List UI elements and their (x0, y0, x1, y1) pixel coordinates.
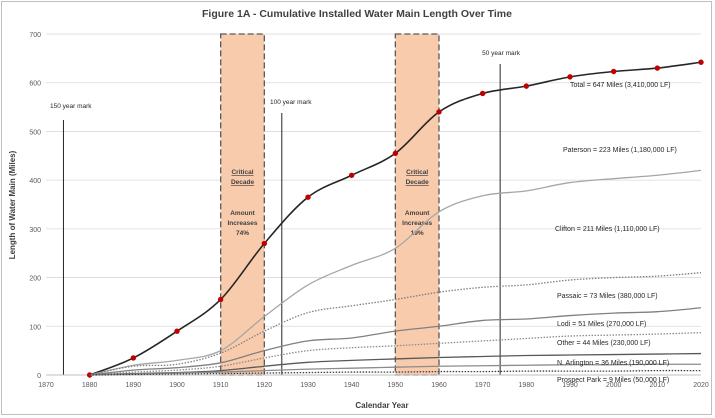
y-tick-label: 500 (29, 129, 41, 136)
data-point-marker (392, 150, 399, 157)
critical-decade-increase: Amount (405, 210, 430, 217)
data-point-marker (348, 172, 355, 178)
y-axis-label: Length of Water Main (Miles) (8, 150, 17, 259)
chart-title: Figure 1A - Cumulative Installed Water M… (202, 8, 512, 20)
critical-decade-heading: Critical (406, 169, 428, 176)
x-tick-label: 1870 (38, 382, 54, 389)
data-point-marker (698, 59, 704, 65)
data-point-marker (610, 68, 617, 75)
x-tick-label: 1930 (300, 382, 316, 389)
x-tick-label: 1970 (475, 382, 491, 389)
series-line-passaic (89, 307, 702, 376)
critical-decade-heading: Decade (406, 179, 430, 186)
x-tick-label: 1980 (519, 382, 535, 389)
data-point-marker (523, 83, 530, 89)
x-tick-label: 2010 (650, 382, 666, 389)
data-point-marker (479, 90, 486, 97)
series-line-prospect-park (89, 369, 702, 376)
series-labels: Total = 647 Miles (3,410,000 LF) Paterson… (555, 82, 677, 384)
y-tick-label: 200 (29, 276, 41, 283)
critical-decade-increase: 19% (411, 230, 424, 237)
data-point-marker (305, 194, 311, 200)
series-label: N. Arlington = 36 Miles (190,000 LF) (557, 360, 669, 367)
y-tick-label: 600 (29, 81, 41, 88)
y-tick-label: 700 (29, 32, 41, 39)
critical-decade-increase: 74% (236, 230, 249, 237)
axes: 0 100 200 300 400 500 600 700 1870 1880 1890 1900 19… (29, 32, 709, 389)
x-tick-label: 1890 (126, 382, 142, 389)
series-line-n-arlington (89, 363, 702, 376)
critical-decade-heading: Decade (231, 179, 255, 186)
series-line-clifton (89, 272, 702, 376)
data-point-marker (567, 74, 573, 80)
x-tick-label: 2020 (693, 382, 709, 389)
series-label: Total = 647 Miles (3,410,000 LF) (570, 82, 671, 89)
critical-decade-box (220, 33, 265, 376)
x-tick-label: 1990 (562, 382, 578, 389)
y-tick-label: 400 (29, 178, 41, 185)
x-tick-label: 1960 (431, 382, 447, 389)
critical-decade-increase: Amount (230, 210, 255, 217)
year-mark-label: 50 year mark (482, 50, 521, 57)
series-line-paterson (89, 169, 702, 376)
series-label: Paterson = 223 Miles (1,180,000 LF) (563, 147, 677, 154)
series-label: Other = 44 Miles (230,000 LF) (557, 340, 651, 347)
data-point-marker (217, 296, 224, 303)
series-label: Prospect Park = 9 Miles (50,000 LF) (557, 377, 669, 384)
critical-decade-heading: Critical (231, 169, 253, 176)
y-tick-label: 300 (29, 227, 41, 234)
data-point-marker (654, 65, 661, 71)
x-tick-label: 1920 (257, 382, 273, 389)
data-point-marker (436, 109, 442, 115)
x-tick-label: 1880 (82, 382, 98, 389)
series-label: Lodi = 51 Miles (270,000 LF) (557, 321, 646, 328)
year-mark-label: 150 year mark (50, 103, 92, 110)
x-tick-label: 1940 (344, 382, 360, 389)
data-point-marker (261, 240, 268, 247)
series-line-lodi (89, 331, 702, 376)
data-point-marker (130, 355, 137, 361)
x-tick-label: 1950 (388, 382, 404, 389)
critical-decade-increase: Increases (228, 220, 258, 227)
x-tick-label: 1910 (213, 382, 229, 389)
year-marks: 150 year mark 100 year mark 50 year mark (50, 50, 521, 375)
y-tick-label: 0 (37, 373, 41, 380)
x-tick-label: 1900 (169, 382, 185, 389)
x-tick-label: 2000 (606, 382, 622, 389)
series-label: Passaic = 73 Miles (380,000 LF) (557, 293, 658, 300)
critical-decade-increase: Increases (402, 220, 432, 227)
x-axis-label: Calendar Year (355, 401, 408, 410)
y-tick-label: 100 (29, 324, 41, 331)
critical-decade-box (394, 33, 440, 376)
series-lines (86, 59, 704, 378)
year-mark-label: 100 year mark (270, 99, 312, 106)
series-label: Clifton = 211 Miles (1,110,000 LF) (555, 226, 660, 233)
data-point-marker (174, 328, 180, 334)
critical-decades: Critical Decade Amount Increases 74% Critical… (220, 33, 440, 376)
